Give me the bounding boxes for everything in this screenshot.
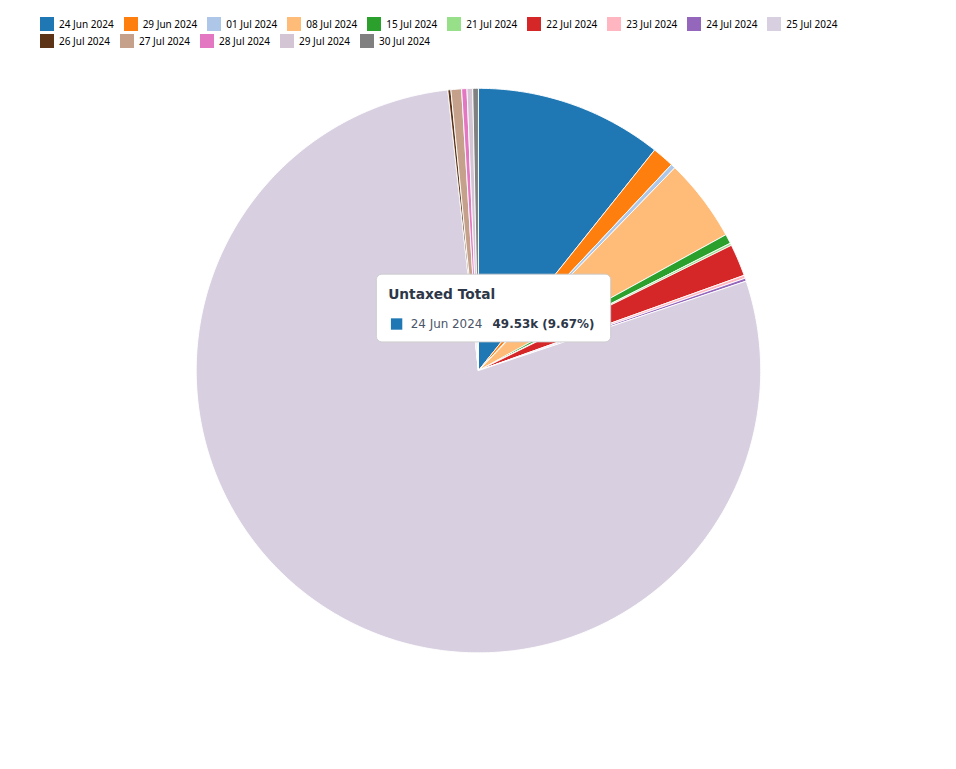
svg-text:49.53k (9.67%): 49.53k (9.67%) bbox=[493, 317, 595, 331]
html-text:24 Jun 2024: 24 Jun 2024 bbox=[59, 17, 114, 32]
html-text:28 Jul 2024: 28 Jul 2024 bbox=[219, 33, 270, 48]
html-text:15 Jul 2024: 15 Jul 2024 bbox=[386, 17, 438, 32]
html-text:23 Jul 2024: 23 Jul 2024 bbox=[626, 17, 678, 32]
svg-text:Untaxed Total: Untaxed Total bbox=[388, 286, 495, 302]
html-text:24 Jul 2024: 24 Jul 2024 bbox=[706, 17, 758, 32]
svg-text:24 Jun 2024: 24 Jun 2024 bbox=[411, 317, 483, 331]
html-text:27 Jul 2024: 27 Jul 2024 bbox=[139, 33, 190, 48]
html-text:08 Jul 2024: 08 Jul 2024 bbox=[306, 17, 358, 32]
html-text:30 Jul 2024: 30 Jul 2024 bbox=[379, 33, 431, 48]
html-text:21 Jul 2024: 21 Jul 2024 bbox=[466, 17, 518, 32]
html-text:01 Jul 2024: 01 Jul 2024 bbox=[226, 17, 278, 32]
html-text:22 Jul 2024: 22 Jul 2024 bbox=[546, 17, 598, 32]
html-text:26 Jul 2024: 26 Jul 2024 bbox=[59, 33, 110, 48]
html-text:29 Jul 2024: 29 Jul 2024 bbox=[299, 33, 351, 48]
html-text:25 Jul 2024: 25 Jul 2024 bbox=[786, 17, 838, 32]
html-text:29 Jun 2024: 29 Jun 2024 bbox=[142, 17, 198, 32]
